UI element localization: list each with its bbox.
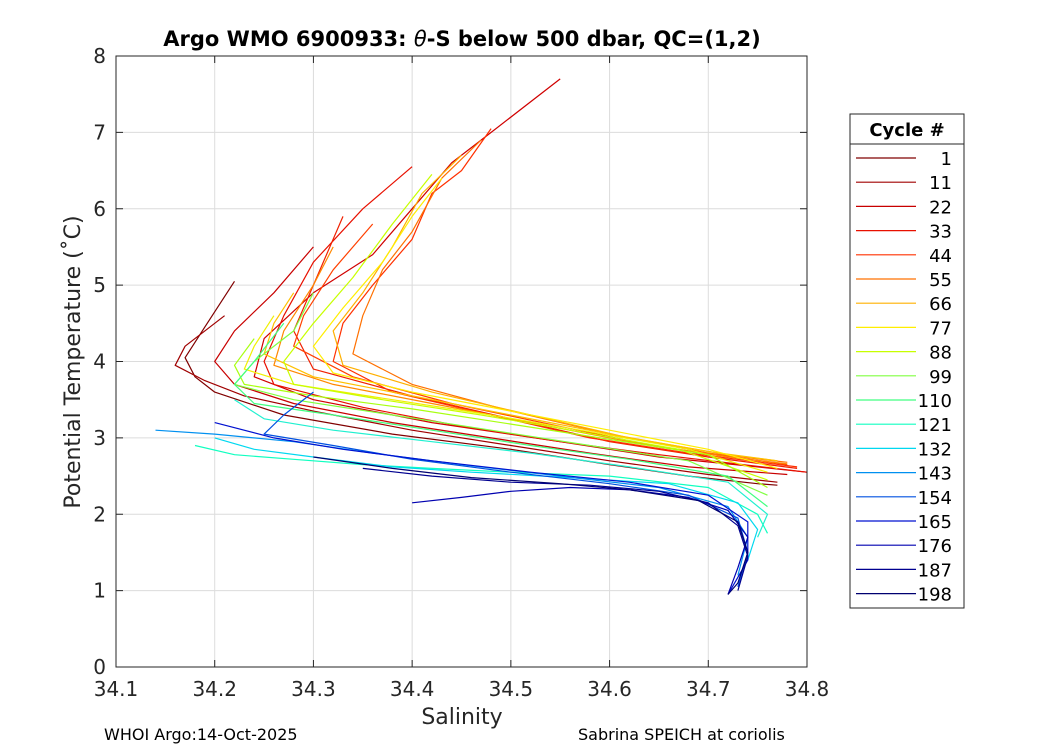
legend-label-143: 143 bbox=[918, 464, 952, 485]
y-tick-labels: 0 1 2 3 4 5 6 7 8 bbox=[93, 44, 106, 679]
series-cycle-77-12 bbox=[312, 177, 778, 469]
legend-label-110: 110 bbox=[918, 391, 952, 412]
x-tick-labels: 34.1 34.2 34.3 34.4 34.5 34.6 34.7 34.8 bbox=[94, 677, 830, 701]
series-cycle-187-25 bbox=[362, 467, 749, 591]
legend-label-187: 187 bbox=[918, 560, 952, 581]
y-tick-label: 7 bbox=[93, 120, 106, 144]
y-axis-label: Potential Temperature (˚C) bbox=[61, 215, 86, 508]
legend-label-176: 176 bbox=[918, 536, 952, 557]
x-tick-label: 34.8 bbox=[785, 677, 830, 701]
x-tick-label: 34.1 bbox=[94, 677, 139, 701]
series-cycle-176-24 bbox=[412, 486, 749, 595]
footer-right: Sabrina SPEICH at coriolis bbox=[578, 725, 785, 744]
legend-label-55: 55 bbox=[929, 270, 952, 291]
legend-label-99: 99 bbox=[929, 367, 952, 388]
footer-left: WHOI Argo:14-Oct-2025 bbox=[104, 725, 298, 744]
plot-area bbox=[115, 55, 808, 668]
series-cycle-110-17 bbox=[233, 322, 768, 508]
y-tick-label: 1 bbox=[93, 579, 106, 603]
series-cycle-165-23 bbox=[214, 422, 749, 595]
series-layer bbox=[155, 78, 808, 595]
series-cycle-66-11 bbox=[263, 292, 778, 462]
legend-label-154: 154 bbox=[918, 488, 952, 509]
chart-title-suffix: -S below 500 dbar, QC=(1,2) bbox=[427, 27, 761, 51]
chart-title-prefix: Argo WMO 6900933: bbox=[163, 27, 414, 51]
x-tick-label: 34.6 bbox=[587, 677, 632, 701]
y-tick-label: 3 bbox=[93, 426, 106, 450]
legend-label-121: 121 bbox=[918, 415, 952, 436]
series-cycle-77-13 bbox=[243, 315, 768, 473]
legend-entries: 1112233445566778899110121132143154165176… bbox=[856, 149, 952, 606]
series-cycle-88-15 bbox=[233, 338, 768, 489]
series-cycle-22-2 bbox=[214, 246, 788, 476]
legend-title: Cycle # bbox=[869, 120, 944, 141]
legend-label-88: 88 bbox=[929, 343, 952, 364]
legend-label-198: 198 bbox=[918, 585, 952, 606]
x-tick-label: 34.2 bbox=[192, 677, 237, 701]
series-cycle-121-19 bbox=[234, 399, 769, 538]
legend-label-165: 165 bbox=[918, 512, 952, 533]
series-cycle-132-20 bbox=[214, 437, 759, 561]
series-cycle-99-16 bbox=[233, 292, 768, 496]
y-tick-label: 5 bbox=[93, 273, 106, 297]
legend-label-11: 11 bbox=[929, 173, 952, 194]
y-tick-label: 8 bbox=[93, 44, 106, 68]
series-cycle-11-1 bbox=[174, 315, 778, 483]
y-tick-label: 2 bbox=[93, 502, 106, 526]
series-cycle-44-6 bbox=[332, 128, 798, 468]
series-cycle-88-14 bbox=[283, 174, 768, 481]
y-tick-label: 0 bbox=[93, 655, 106, 679]
legend: Cycle # 11122334455667788991101211321431… bbox=[849, 113, 965, 609]
x-tick-label: 34.4 bbox=[390, 677, 435, 701]
legend-box bbox=[849, 113, 965, 609]
legend-label-132: 132 bbox=[918, 439, 952, 460]
legend-label-44: 44 bbox=[929, 246, 952, 267]
x-tick-label: 34.5 bbox=[489, 677, 534, 701]
legend-label-33: 33 bbox=[929, 222, 952, 243]
x-tick-label: 34.7 bbox=[686, 677, 731, 701]
legend-label-22: 22 bbox=[929, 197, 952, 218]
legend-label-77: 77 bbox=[929, 318, 952, 339]
x-tick-label: 34.3 bbox=[291, 677, 336, 701]
series-cycle-154-22 bbox=[263, 391, 749, 587]
y-tick-label: 4 bbox=[93, 350, 106, 374]
y-tick-label: 6 bbox=[93, 197, 106, 221]
x-axis-label: Salinity bbox=[421, 705, 502, 730]
legend-label-66: 66 bbox=[929, 294, 952, 315]
chart-title-theta: θ bbox=[414, 27, 427, 51]
legend-label-1: 1 bbox=[941, 149, 952, 170]
tick-marks bbox=[115, 55, 808, 668]
chart-title: Argo WMO 6900933: θ-S below 500 dbar, QC… bbox=[163, 27, 760, 51]
series-cycle-198-26 bbox=[313, 456, 749, 595]
